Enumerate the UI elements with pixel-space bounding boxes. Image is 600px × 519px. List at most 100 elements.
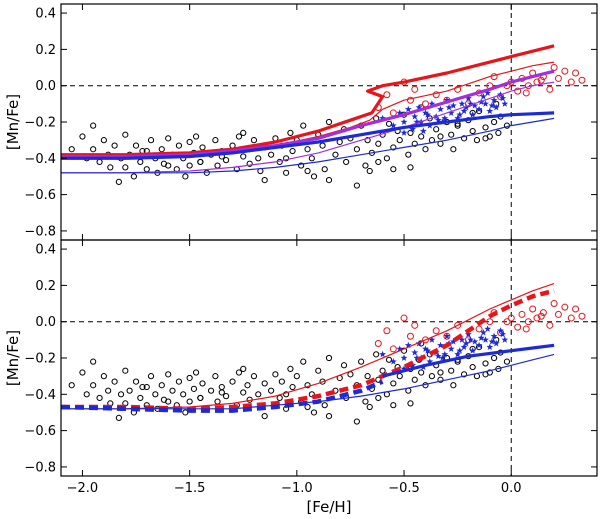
scatter-point-red — [546, 85, 554, 93]
scatter-point-star — [441, 114, 449, 122]
scatter-point-star — [492, 103, 500, 111]
scatter-point-black — [428, 373, 436, 380]
scatter-point-black — [362, 398, 369, 405]
scatter-point-black — [261, 380, 268, 387]
scatter-point-black — [147, 137, 155, 144]
scatter-point-black — [390, 144, 397, 151]
scatter-point-red — [406, 332, 414, 340]
scatter-point-black — [122, 131, 129, 138]
scatter-point-black — [460, 135, 468, 142]
scatter-point-black — [235, 133, 243, 140]
scatter-point-black — [147, 373, 155, 380]
scatter-point-red — [432, 91, 440, 99]
scatter-point-black — [240, 153, 247, 160]
scatter-point-black — [255, 391, 262, 398]
scatter-point-black — [122, 164, 129, 171]
scatter-point-black — [182, 173, 189, 180]
scatter-point-red — [554, 74, 562, 82]
scatter-point-black — [197, 394, 204, 402]
scatter-point-black — [321, 402, 328, 409]
scatter-point-black — [165, 162, 172, 169]
scatter-point-black — [418, 133, 425, 140]
scatter-point-star — [488, 338, 496, 345]
scatter-point-star — [467, 336, 474, 343]
y-tick-label: −0.2 — [24, 352, 56, 367]
scatter-point-black — [375, 394, 382, 402]
scatter-point-black — [68, 146, 75, 153]
scatter-point-black — [304, 146, 311, 153]
scatter-point-black — [143, 383, 150, 391]
scatter-point-black — [278, 378, 285, 385]
scatter-point-star — [458, 100, 466, 107]
scatter-point-black — [137, 394, 144, 402]
scatter-point-star — [497, 327, 504, 334]
scatter-point-black — [165, 398, 172, 405]
scatter-point-star — [439, 354, 447, 361]
scatter-point-star — [458, 336, 466, 343]
scatter-point-black — [218, 389, 225, 396]
scatter-point-black — [366, 403, 373, 411]
scatter-point-star — [441, 350, 449, 358]
scatter-point-red — [374, 339, 382, 347]
scatter-point-black — [396, 373, 403, 380]
scatter-point-black — [158, 382, 165, 389]
scatter-point-star — [424, 111, 432, 118]
scatter-point-red — [561, 67, 569, 75]
plot-frame — [60, 239, 598, 477]
scatter-point-black — [289, 383, 296, 391]
scatter-point-red — [572, 69, 580, 77]
scatter-point-black — [214, 398, 221, 405]
scatter-point-black — [308, 391, 315, 398]
scatter-point-black — [353, 182, 360, 189]
scatter-point-black — [186, 374, 193, 382]
scatter-point-black — [375, 376, 382, 383]
scatter-point-black — [240, 129, 247, 136]
scatter-point-black — [158, 146, 165, 153]
scatter-point-black — [190, 385, 198, 392]
scatter-point-black — [375, 158, 382, 166]
scatter-point-black — [448, 131, 455, 138]
scatter-point-black — [418, 369, 425, 376]
y-tick-label: 0.0 — [35, 315, 56, 330]
y-tick-label: 0.0 — [35, 79, 56, 94]
scatter-point-star — [479, 92, 487, 100]
scatter-point-star — [482, 336, 489, 343]
scatter-point-black — [117, 391, 125, 398]
scatter-point-black — [495, 129, 502, 136]
scatter-point-black — [407, 400, 414, 407]
scatter-point-black — [469, 127, 476, 135]
scatter-point-red — [503, 318, 511, 326]
bottom-panel: 0.4 0.2 0.0 −0.2 −0.4 −0.6 −0.8 −2.0 −1.5 −1.0 −0.… — [4, 239, 598, 516]
scatter-point-black — [96, 394, 103, 402]
scatter-point-black — [100, 137, 107, 144]
scatter-point-black — [319, 378, 326, 385]
scatter-point-black — [407, 164, 414, 171]
scatter-point-black — [411, 376, 418, 383]
scatter-point-star — [434, 352, 442, 360]
y-tick-label: −0.8 — [24, 460, 56, 475]
scatter-point-black — [287, 129, 294, 136]
scatter-point-black — [473, 137, 481, 144]
scatter-point-star — [454, 350, 462, 358]
y-tick-label: −0.6 — [24, 424, 56, 439]
scatter-point-black — [240, 365, 247, 372]
scatter-point-black — [353, 146, 360, 153]
scatter-point-red — [539, 309, 547, 317]
scatter-point-star — [456, 347, 464, 354]
scatter-point-star — [426, 358, 434, 365]
scatter-point-black — [192, 369, 200, 376]
scatter-point-black — [298, 162, 305, 169]
scatter-point-black — [90, 146, 97, 153]
y-tick-label: −0.2 — [24, 116, 56, 131]
scatter-point-black — [379, 367, 386, 374]
scatter-point-black — [165, 135, 172, 142]
scatter-point-black — [235, 369, 243, 376]
scatter-point-red — [533, 314, 541, 322]
scatter-point-black — [283, 155, 290, 162]
scatter-point-black — [207, 387, 215, 394]
scatter-point-star — [490, 332, 498, 340]
scatter-point-black — [203, 169, 210, 176]
scatter-point-black — [390, 380, 397, 387]
scatter-point-red — [567, 314, 575, 322]
scatter-point-red — [421, 100, 429, 108]
